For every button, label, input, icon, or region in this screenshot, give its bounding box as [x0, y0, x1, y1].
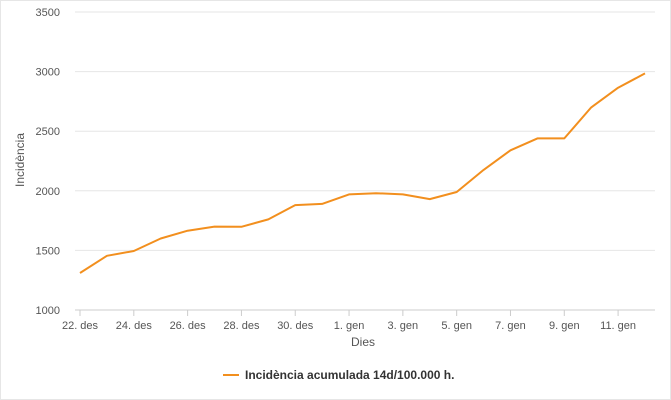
y-tick-label: 1500	[36, 245, 60, 257]
data-point[interactable]	[424, 193, 436, 205]
data-point[interactable]	[585, 101, 597, 113]
x-tick-label: 1. gen	[334, 320, 365, 332]
x-tick-label: 11. gen	[600, 320, 636, 332]
x-tick-label: 26. des	[170, 320, 207, 332]
x-tick-label: 24. des	[116, 320, 153, 332]
legend-label: Incidència acumulada 14d/100.000 h.	[245, 368, 454, 382]
data-point[interactable]	[74, 267, 86, 279]
data-point[interactable]	[209, 221, 221, 233]
x-tick-label: 3. gen	[388, 320, 419, 332]
data-point[interactable]	[182, 225, 194, 237]
x-tick-label: 7. gen	[495, 320, 526, 332]
data-point[interactable]	[262, 213, 274, 225]
data-point[interactable]	[289, 199, 301, 211]
y-tick-label: 1000	[36, 305, 60, 317]
data-point[interactable]	[155, 232, 167, 244]
data-point[interactable]	[128, 245, 140, 257]
data-point[interactable]	[558, 132, 570, 144]
data-point[interactable]	[316, 198, 328, 210]
y-tick-label: 3500	[36, 7, 60, 19]
y-axis-ticks: 1000 1500 2000 2500 3000 3500	[36, 7, 60, 317]
data-point[interactable]	[235, 221, 247, 233]
data-points	[74, 67, 651, 279]
x-tick-label: 9. gen	[549, 320, 580, 332]
data-point[interactable]	[504, 144, 516, 156]
data-point[interactable]	[478, 164, 490, 176]
y-tick-label: 2500	[36, 126, 60, 138]
legend[interactable]: Incidència acumulada 14d/100.000 h.	[223, 368, 454, 382]
data-point[interactable]	[343, 188, 355, 200]
gridlines	[75, 11, 655, 251]
y-tick-label: 2000	[36, 186, 60, 198]
y-axis-title: Incidència	[13, 133, 27, 187]
y-tick-label: 3000	[36, 67, 60, 79]
x-tick-label: 5. gen	[441, 320, 472, 332]
data-point[interactable]	[612, 82, 624, 94]
data-point[interactable]	[397, 188, 409, 200]
x-tick-label: 30. des	[277, 320, 314, 332]
x-tick-label: 22. des	[62, 320, 99, 332]
data-point[interactable]	[370, 187, 382, 199]
data-point[interactable]	[639, 67, 651, 79]
data-point[interactable]	[531, 132, 543, 144]
x-axis-ticks: 22. des 24. des 26. des 28. des 30. des 1. ge…	[62, 310, 636, 332]
data-point[interactable]	[451, 186, 463, 198]
data-point[interactable]	[101, 250, 113, 262]
series-line[interactable]	[79, 72, 646, 274]
x-axis-title: Dies	[351, 335, 375, 349]
x-tick-label: 28. des	[223, 320, 260, 332]
